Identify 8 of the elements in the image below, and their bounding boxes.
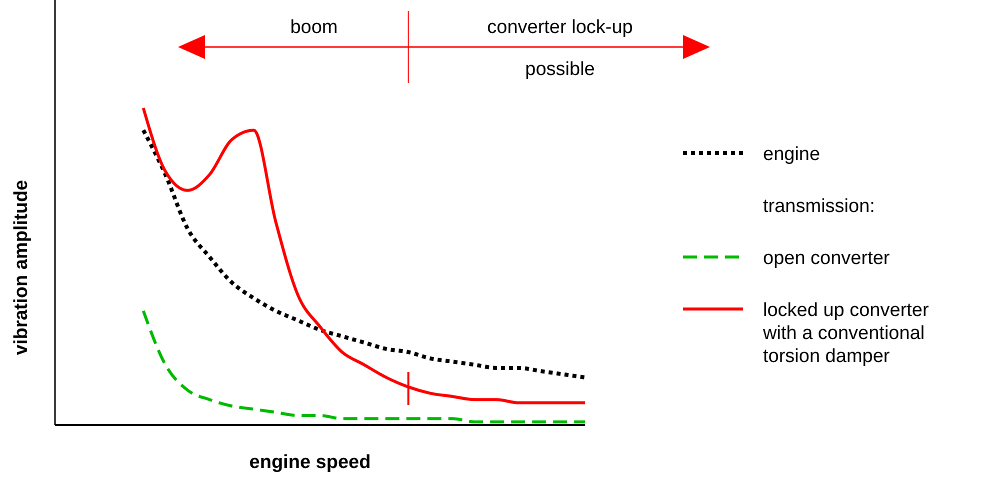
y-axis-title: vibration amplitude bbox=[11, 180, 32, 356]
text: boom bbox=[290, 17, 338, 38]
x-axis-title: engine speed bbox=[249, 452, 371, 473]
legend-label: locked up converter with a conventional torsion damper bbox=[762, 300, 930, 367]
legend-label: open converter bbox=[763, 248, 890, 269]
text: converter lock-up possible bbox=[487, 17, 633, 80]
legend-title: transmission: bbox=[763, 196, 875, 217]
legend-label: engine bbox=[763, 144, 820, 165]
